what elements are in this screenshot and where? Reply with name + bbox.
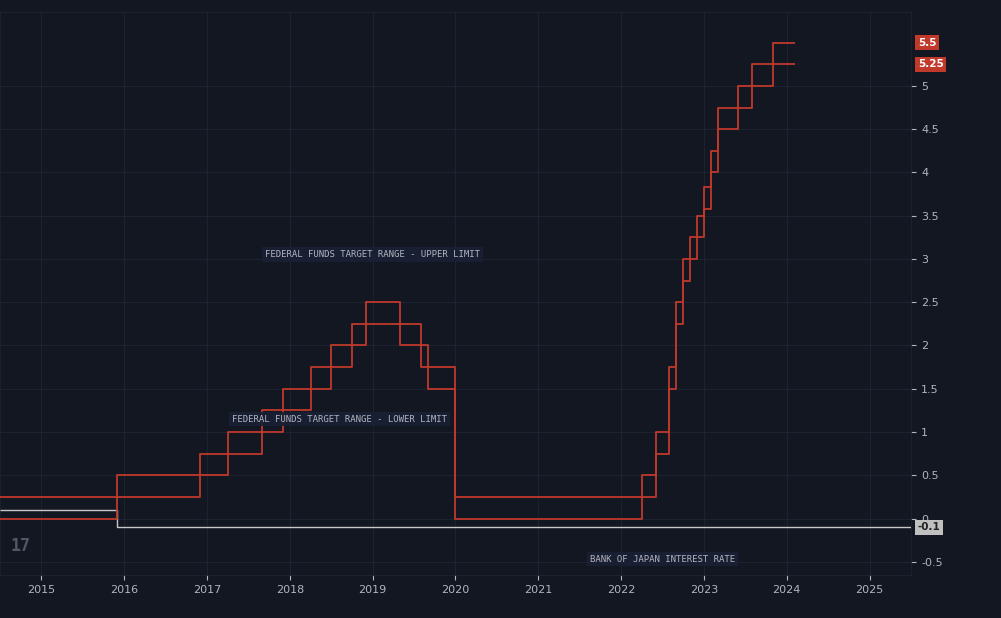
Text: -0.1: -0.1 xyxy=(918,522,941,532)
Text: 17: 17 xyxy=(11,537,31,555)
Text: FEDERAL FUNDS TARGET RANGE - LOWER LIMIT: FEDERAL FUNDS TARGET RANGE - LOWER LIMIT xyxy=(232,415,447,423)
Text: FEDERAL FUNDS TARGET RANGE - UPPER LIMIT: FEDERAL FUNDS TARGET RANGE - UPPER LIMIT xyxy=(265,250,480,259)
Text: 5.25: 5.25 xyxy=(918,59,944,69)
Text: 5.5: 5.5 xyxy=(918,38,936,48)
Text: BANK OF JAPAN INTEREST RATE: BANK OF JAPAN INTEREST RATE xyxy=(590,555,735,564)
